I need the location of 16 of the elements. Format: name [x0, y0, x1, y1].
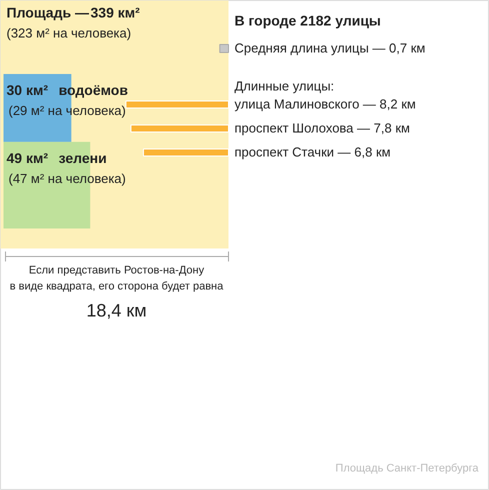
category-label: Площадь —	[6, 4, 89, 20]
data-label: 339 км²	[90, 4, 140, 20]
text: (47 м² на человека)	[8, 170, 126, 186]
data-label: 30 км²	[6, 82, 48, 98]
text: В городе 2182 улицы	[234, 12, 381, 28]
y-tick-label: Средняя длина улицы — 0,7 км	[234, 40, 426, 56]
y-tick-label: улица Малиновского — 8,2 км	[234, 96, 416, 112]
text: 18,4 км	[86, 300, 147, 320]
text: Если представить Ростов-на-Дону в виде квадрата, его сторона будет равна	[10, 264, 224, 293]
text: Длинные улицы:	[234, 78, 334, 94]
category-label: зелени	[58, 150, 107, 166]
data-label: 49 км²	[6, 150, 48, 166]
text: Площадь Санкт-Петербурга	[335, 462, 480, 474]
y-tick-label: проспект Шолохова — 7,8 км	[234, 120, 410, 136]
y-tick-label: проспект Стачки — 6,8 км	[234, 144, 391, 160]
annotation: (323 м² на человека)	[6, 26, 132, 40]
